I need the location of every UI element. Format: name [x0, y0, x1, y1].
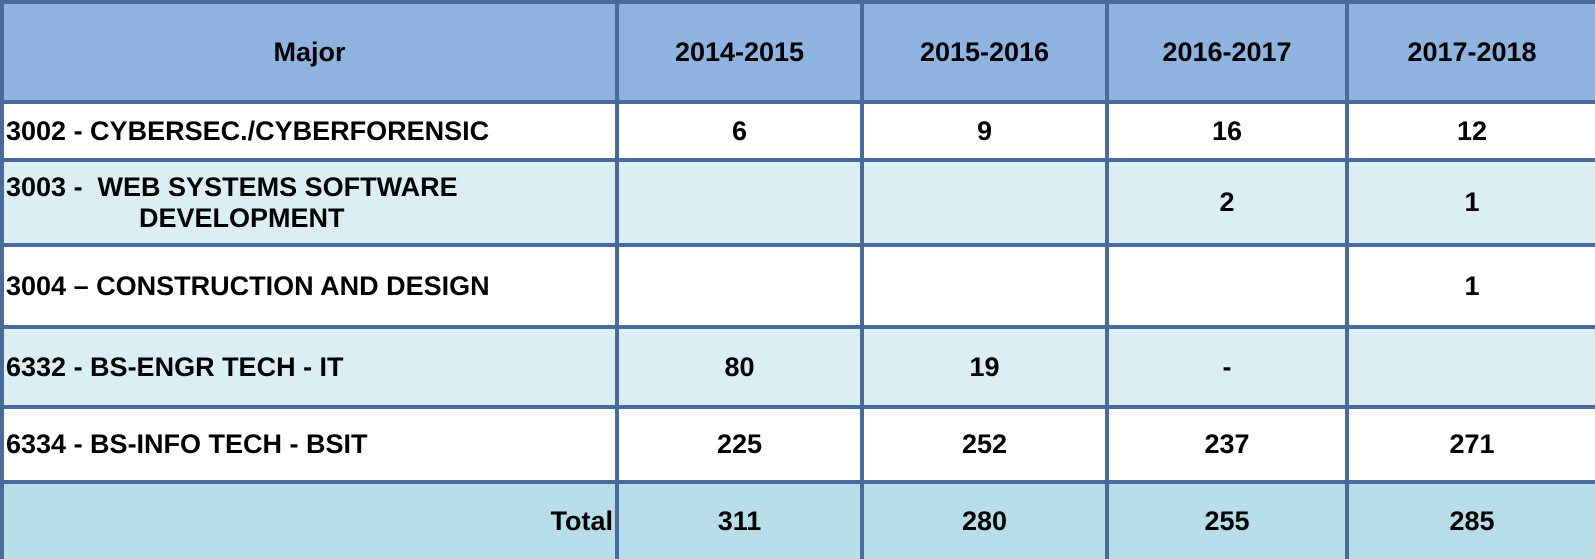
- value-cell: 16: [1105, 100, 1349, 162]
- value-cell: 19: [860, 325, 1109, 409]
- value-cell: -: [1105, 325, 1349, 409]
- table-row: 3003 - WEB SYSTEMS SOFTWARE DEVELOPMENT 2…: [0, 158, 1595, 247]
- total-label: Total: [0, 480, 619, 559]
- major-cell: 6332 - BS-ENGR TECH - IT: [0, 325, 619, 409]
- value-cell: [860, 243, 1109, 329]
- header-row: Major 2014-2015 2015-2016 2016-2017 2017-201…: [0, 0, 1595, 104]
- value-cell: [1105, 243, 1349, 329]
- header-cell: Major: [0, 0, 619, 104]
- value-cell: 225: [615, 405, 864, 484]
- value-cell: 271: [1345, 405, 1595, 484]
- header-cell: 2015-2016: [860, 0, 1109, 104]
- major-cell: 3002 - CYBERSEC./CYBERFORENSIC: [0, 100, 619, 162]
- value-cell: 12: [1345, 100, 1595, 162]
- major-cell: 3003 - WEB SYSTEMS SOFTWARE DEVELOPMENT: [0, 158, 619, 247]
- value-cell: [615, 158, 864, 247]
- value-cell: 1: [1345, 158, 1595, 247]
- value-cell: 252: [860, 405, 1109, 484]
- value-cell: 9: [860, 100, 1109, 162]
- total-row: Total 311 280 255 285: [0, 480, 1595, 559]
- header-cell: 2016-2017: [1105, 0, 1349, 104]
- value-cell: [615, 243, 864, 329]
- header-cell: 2017-2018: [1345, 0, 1595, 104]
- total-cell: 255: [1105, 480, 1349, 559]
- value-cell: 1: [1345, 243, 1595, 329]
- value-cell: 237: [1105, 405, 1349, 484]
- value-cell: [860, 158, 1109, 247]
- value-cell: 2: [1105, 158, 1349, 247]
- table-row: 3004 – CONSTRUCTION AND DESIGN 1: [0, 243, 1595, 329]
- value-cell: 6: [615, 100, 864, 162]
- total-cell: 311: [615, 480, 864, 559]
- table-row: 6332 - BS-ENGR TECH - IT 80 19-: [0, 325, 1595, 409]
- table-row: 6334 - BS-INFO TECH - BSIT 225 252 237 271: [0, 405, 1595, 484]
- major-cell: 3004 – CONSTRUCTION AND DESIGN: [0, 243, 619, 329]
- major-cell: 6334 - BS-INFO TECH - BSIT: [0, 405, 619, 484]
- total-cell: 285: [1345, 480, 1595, 559]
- header-cell: 2014-2015: [615, 0, 864, 104]
- value-cell: [1345, 325, 1595, 409]
- total-cell: 280: [860, 480, 1109, 559]
- value-cell: 80: [615, 325, 864, 409]
- table-row: 3002 - CYBERSEC./CYBERFORENSIC 6 9 16 12: [0, 100, 1595, 162]
